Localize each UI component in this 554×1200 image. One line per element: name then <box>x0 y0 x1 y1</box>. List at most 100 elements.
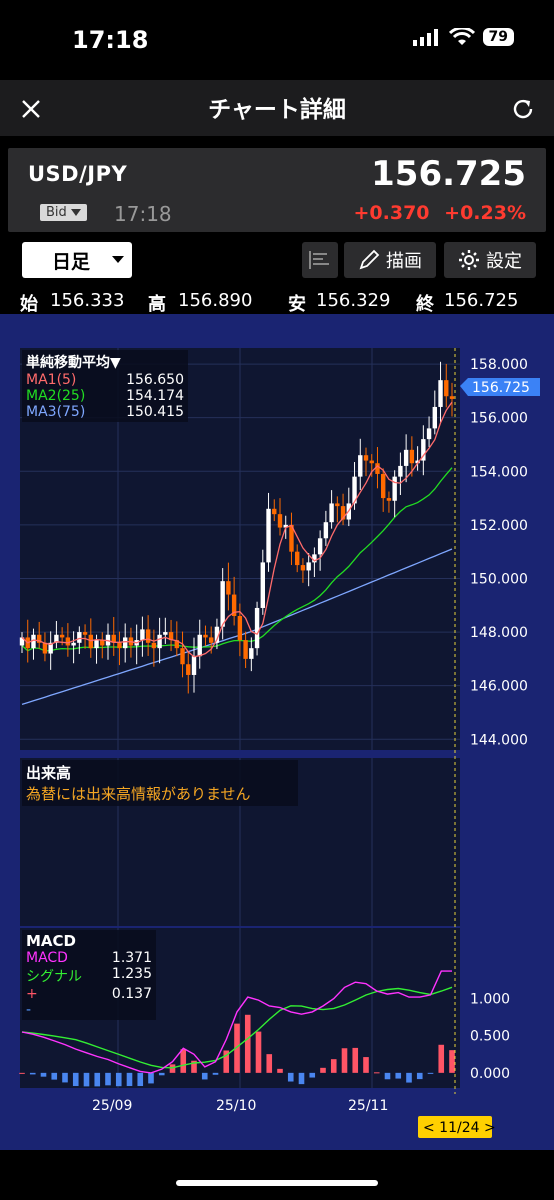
candle-body <box>272 508 277 515</box>
app-header: チャート詳細 <box>0 80 554 136</box>
current-price-tag-text: 156.725 <box>472 380 530 396</box>
ma1-path <box>21 401 453 658</box>
chart-toolbar: 日足 描画 設定 <box>0 240 554 284</box>
candle-body <box>151 642 157 649</box>
ma2-value: 154.174 <box>126 388 184 404</box>
close-value: 156.725 <box>444 290 519 311</box>
macd-histogram-bar <box>51 1072 58 1080</box>
candle-body <box>415 460 420 464</box>
candle-body <box>237 616 243 641</box>
ma3-name: MA3(75) <box>26 404 86 420</box>
quote-box: USD/JPY 156.725 Bid 17:18 +0.370 +0.23% <box>8 148 546 232</box>
candle-body <box>42 642 48 654</box>
candle-body <box>59 634 65 638</box>
price-tick-label: 152.000 <box>470 518 528 534</box>
home-indicator[interactable] <box>176 1180 378 1186</box>
macd-histogram-bar <box>62 1072 68 1083</box>
macd-histogram-bar <box>234 1023 240 1073</box>
bid-ask-selector[interactable]: Bid <box>40 204 87 221</box>
macd-histogram-bar <box>137 1072 144 1087</box>
macd-histogram-bar <box>148 1072 154 1084</box>
close-label: 終 <box>416 294 434 315</box>
ma1-line <box>21 401 453 658</box>
ohlc-row: 始 156.333 高 156.890 安 156.329 終 156.725 <box>0 288 554 315</box>
macd-histogram-bar <box>406 1072 412 1083</box>
close-button[interactable] <box>14 92 48 126</box>
candle-body <box>174 640 179 649</box>
price-tick-label: 148.000 <box>470 625 528 641</box>
candle-body <box>145 629 151 643</box>
candle-body <box>283 524 288 528</box>
macd-histogram-bar <box>449 1050 455 1073</box>
volume-message: 為替には出来高情報がありません <box>26 785 251 803</box>
macd-histogram-bar <box>352 1047 359 1073</box>
battery-indicator: 79 <box>482 28 514 46</box>
macd-histogram-bar <box>363 1057 369 1073</box>
candle-body <box>123 637 128 649</box>
period-selector[interactable]: 日足 <box>22 242 132 278</box>
candle-body <box>249 648 254 659</box>
bottom-bar <box>0 1150 554 1200</box>
candle-body <box>409 449 415 464</box>
candle-body <box>231 594 237 616</box>
chart-canvas[interactable]: 158.000 156.000 154.000 152.000 150.000 148.0… <box>0 314 554 1150</box>
close-icon <box>22 100 40 118</box>
candle-body <box>306 562 311 571</box>
candle-body <box>254 607 260 649</box>
indicator-list-button[interactable] <box>302 242 338 278</box>
macd-histogram-bar <box>320 1067 326 1073</box>
candle-body <box>266 508 271 563</box>
cursor-date-tag[interactable]: < 11/24 > <box>418 1116 496 1138</box>
status-icons: 79 <box>412 28 514 46</box>
candle-body <box>329 503 334 523</box>
histogram-plus-value: 0.137 <box>111 986 152 1002</box>
macd-histogram-bar <box>83 1072 90 1087</box>
candle-body <box>421 439 426 461</box>
macd-legend[interactable]: MACD MACD 1.371 シグナル 1.235 + 0.137 - <box>22 930 156 1020</box>
caret-down-icon <box>70 208 81 216</box>
candlestick-series <box>19 361 455 694</box>
gear-icon <box>459 250 479 270</box>
candle-body <box>243 640 248 659</box>
macd-histogram-bar <box>201 1072 208 1080</box>
candle-body <box>317 538 323 555</box>
cursor-date-text: < 11/24 > <box>423 1120 496 1136</box>
open-value: 156.333 <box>50 290 125 311</box>
quote-time: 17:18 <box>114 202 172 226</box>
candle-body <box>444 380 449 397</box>
high-label: 高 <box>148 294 166 315</box>
candle-body <box>323 522 329 539</box>
volume-title: 出来高 <box>26 764 72 782</box>
draw-button[interactable]: 描画 <box>344 242 436 278</box>
macd-histogram-bar <box>309 1072 316 1078</box>
macd-histogram-bar <box>115 1072 122 1087</box>
price-tick-label: 150.000 <box>470 571 528 587</box>
macd-histogram-bar <box>169 1064 176 1073</box>
candle-body <box>117 642 122 649</box>
macd-legend-row: + 0.137 <box>26 986 152 1002</box>
candle-body <box>54 634 59 643</box>
macd-axis: 1.000 0.500 0.000 <box>470 992 510 1082</box>
ma1-name: MA1(5) <box>26 372 77 388</box>
time-tick-label: 25/09 <box>92 1098 132 1114</box>
candle-body <box>203 634 208 638</box>
candle-body <box>375 463 380 474</box>
status-time: 17:18 <box>72 26 149 54</box>
macd-histogram-bar <box>126 1072 133 1087</box>
candle-body <box>398 465 403 477</box>
candle-body <box>426 428 432 440</box>
ma-legend-title: 単純移動平均▼ <box>26 355 121 371</box>
macd-title: MACD <box>26 932 76 950</box>
macd-histogram-bar <box>72 1072 79 1087</box>
time-axis: 25/09 25/10 25/11 <box>92 1098 388 1114</box>
price-tick-label: 146.000 <box>470 679 528 695</box>
signal-name: シグナル <box>26 969 82 985</box>
chart-area[interactable]: 158.000 156.000 154.000 152.000 150.000 148.0… <box>0 314 554 1150</box>
macd-histogram-bar <box>255 1031 262 1073</box>
candle-body <box>260 562 265 608</box>
macd-histogram-bar <box>330 1059 337 1073</box>
ma-legend[interactable]: 単純移動平均▼ MA1(5) 156.650 MA2(25) 154.174 M… <box>22 350 188 422</box>
settings-button[interactable]: 設定 <box>444 242 536 278</box>
open-label: 始 <box>20 294 38 315</box>
refresh-button[interactable] <box>506 92 540 126</box>
